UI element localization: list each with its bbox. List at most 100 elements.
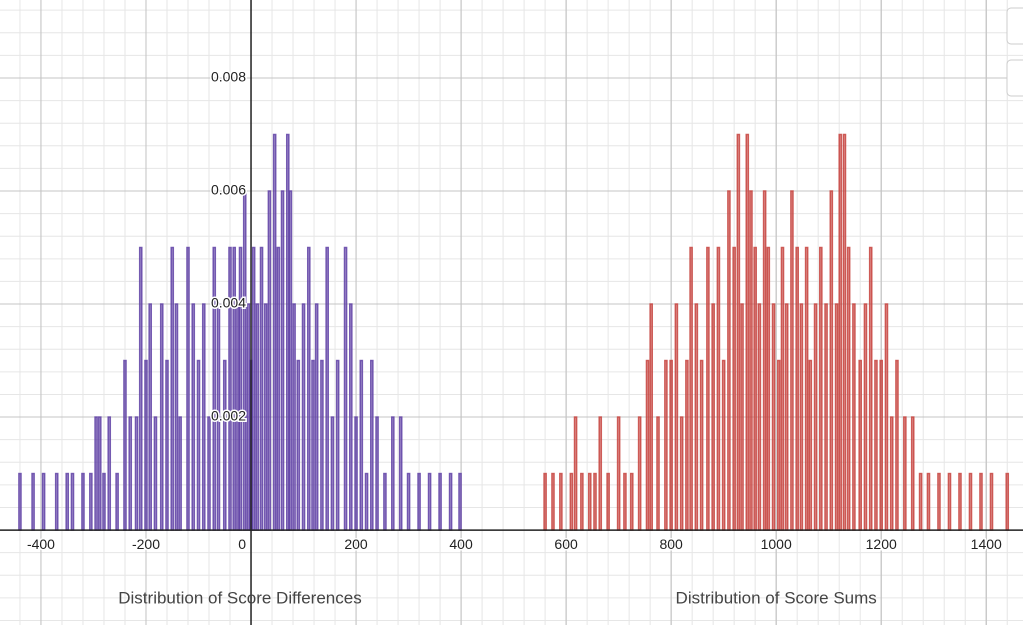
bar	[559, 472, 563, 531]
y-tick-label: 0.004	[211, 295, 246, 311]
bar	[280, 190, 285, 531]
bar	[766, 246, 771, 531]
bar	[153, 416, 158, 531]
x-tick-label: 800	[659, 536, 683, 552]
bar	[689, 246, 693, 531]
bar	[926, 472, 931, 531]
bar	[232, 246, 237, 531]
bar	[749, 190, 753, 531]
bar	[852, 303, 856, 531]
bar	[18, 472, 22, 531]
bar	[780, 246, 785, 531]
bar	[711, 303, 715, 531]
bar	[330, 416, 335, 531]
x-tick-label: -400	[27, 536, 55, 552]
bar	[745, 133, 750, 531]
bar	[937, 472, 941, 531]
bar	[448, 472, 453, 531]
bar	[238, 246, 243, 531]
bar	[727, 190, 731, 531]
bar	[721, 359, 726, 531]
bar	[191, 303, 196, 531]
bar	[54, 472, 59, 531]
bar	[89, 472, 93, 531]
bar	[753, 246, 757, 531]
bar	[1005, 472, 1010, 531]
bar	[918, 472, 923, 531]
bar	[165, 359, 169, 531]
bar	[762, 190, 767, 531]
bar	[276, 246, 281, 531]
bar	[947, 472, 952, 531]
bar	[664, 359, 668, 531]
bar	[251, 246, 256, 531]
toolbar	[1006, 7, 1023, 97]
bar	[740, 303, 744, 531]
bar	[314, 303, 319, 531]
bar	[144, 359, 148, 531]
bar	[645, 359, 650, 531]
bar	[320, 359, 324, 531]
bar	[656, 416, 660, 531]
bar	[874, 359, 878, 531]
bar	[842, 133, 847, 531]
bar	[706, 246, 710, 531]
bar	[834, 303, 839, 531]
y-tick-label: 0.008	[211, 69, 246, 85]
bar	[31, 472, 35, 531]
bar	[242, 190, 247, 531]
bar	[306, 246, 311, 531]
bar	[838, 133, 843, 531]
bar	[292, 303, 296, 531]
bar	[777, 359, 781, 531]
bar	[391, 416, 395, 531]
bar	[178, 416, 182, 531]
x-tick-label: 0	[238, 536, 246, 552]
bar	[580, 472, 584, 531]
bar	[808, 359, 813, 531]
bar	[903, 416, 907, 531]
bar	[398, 416, 403, 531]
y-tick-label: 0.002	[211, 408, 246, 424]
home-button[interactable]	[1006, 59, 1023, 97]
bar	[868, 246, 873, 531]
y-tick-label: 0.006	[211, 182, 246, 198]
x-tick-label: -200	[132, 536, 160, 552]
bar	[757, 303, 762, 531]
bar	[799, 303, 804, 531]
bar	[616, 416, 621, 531]
bar	[81, 472, 85, 531]
bar	[311, 359, 315, 531]
bar	[846, 246, 851, 531]
bar	[784, 303, 789, 531]
x-tick-label: 200	[344, 536, 368, 552]
x-tick-label: 600	[554, 536, 578, 552]
bar	[255, 303, 260, 531]
bar	[343, 246, 348, 531]
bar	[543, 472, 547, 531]
series-title: Distribution of Score Sums	[676, 588, 877, 607]
bar	[679, 416, 684, 531]
bar	[458, 472, 462, 531]
bar	[335, 359, 340, 531]
bar	[649, 303, 653, 531]
bar	[674, 303, 679, 531]
bar	[288, 190, 293, 531]
x-tick-label: 1000	[761, 536, 792, 552]
bar	[813, 303, 818, 531]
zoom-button[interactable]	[1006, 7, 1023, 45]
bar	[41, 472, 46, 531]
bar	[694, 303, 699, 531]
bar	[824, 303, 828, 531]
bar	[159, 303, 164, 531]
bar	[979, 472, 983, 531]
bar	[958, 472, 962, 531]
bar	[438, 472, 442, 531]
bar	[819, 246, 823, 531]
x-tick-label: 1200	[866, 536, 897, 552]
bar	[910, 416, 915, 531]
bar	[884, 303, 889, 531]
bar	[427, 472, 432, 531]
